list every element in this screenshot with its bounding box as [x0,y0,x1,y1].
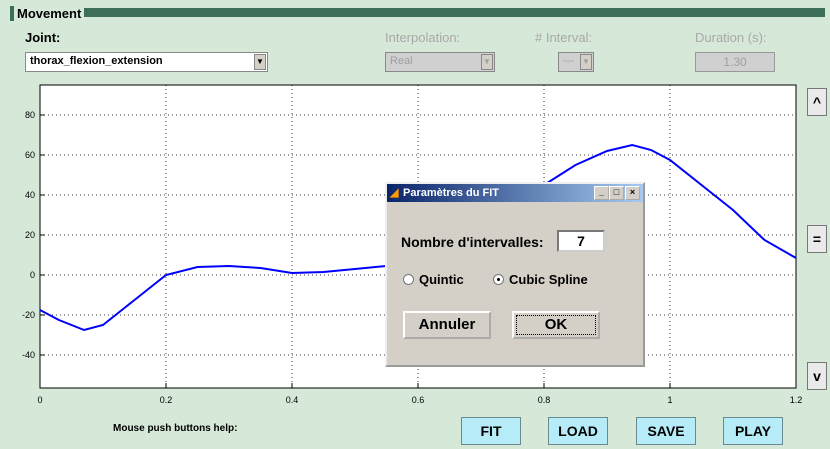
side-button[interactable]: = [807,225,827,253]
duration-field: 1.30 [695,52,775,72]
dropdown-arrow: ▼ [481,54,493,70]
play-button[interactable]: PLAY [723,417,783,445]
close-button[interactable]: × [625,186,640,200]
maximize-button[interactable]: □ [609,186,624,200]
interval-label: # Interval: [535,30,593,45]
y-tick-label: 20 [25,230,35,240]
panel-title: Movement [10,6,85,21]
interpolation-value: Real [390,55,413,67]
x-tick-label: 1.2 [790,395,803,405]
y-tick-label: 80 [25,110,35,120]
y-tick-label: -20 [22,310,35,320]
interval-value: --- [563,55,574,67]
minimize-button[interactable]: _ [594,186,609,200]
load-button[interactable]: LOAD [548,417,608,445]
ok-button[interactable]: OK [512,311,600,339]
dialog-titlebar: ◢ Paramètres du FIT _ □ × [387,184,643,202]
x-tick-label: 0 [37,395,42,405]
joint-value: thorax_flexion_extension [30,55,163,67]
radio-button [493,274,504,285]
x-tick-label: 0.2 [160,395,173,405]
radio-label: Quintic [419,272,464,287]
interpolation-select[interactable]: Real ▼ [385,52,495,72]
x-tick-label: 0.6 [412,395,425,405]
duration-label: Duration (s): [695,30,767,45]
dropdown-arrow: ▼ [254,54,266,70]
x-tick-label: 0.8 [538,395,551,405]
intervals-label: Nombre d'intervalles: [401,234,544,250]
save-button[interactable]: SAVE [636,417,696,445]
dialog: ◢ Paramètres du FIT _ □ × Nombre d'inter… [385,182,645,367]
radio-option[interactable]: Quintic [403,272,464,287]
dropdown-arrow: ▼ [580,54,592,70]
radio-option[interactable]: Cubic Spline [493,272,588,287]
radio-button [403,274,414,285]
intervals-input[interactable]: 7 [557,230,605,252]
y-tick-label: 0 [30,270,35,280]
y-tick-label: 60 [25,150,35,160]
side-button[interactable]: ^ [807,88,827,116]
joint-select[interactable]: thorax_flexion_extension ▼ [25,52,268,72]
joint-label: Joint: [25,30,61,45]
x-tick-label: 1 [667,395,672,405]
fit-button[interactable]: FIT [461,417,521,445]
help-text: Mouse push buttons help: [113,423,238,434]
interpolation-label: Interpolation: [385,30,461,45]
dialog-title: Paramètres du FIT [403,187,499,199]
panel-bar [10,8,825,17]
y-tick-label: 40 [25,190,35,200]
cancel-button[interactable]: Annuler [403,311,491,339]
radio-label: Cubic Spline [509,272,588,287]
y-tick-label: -40 [22,350,35,360]
interval-select[interactable]: --- ▼ [558,52,594,72]
side-button[interactable]: v [807,362,827,390]
app-icon: ◢ [390,187,399,199]
x-tick-label: 0.4 [286,395,299,405]
